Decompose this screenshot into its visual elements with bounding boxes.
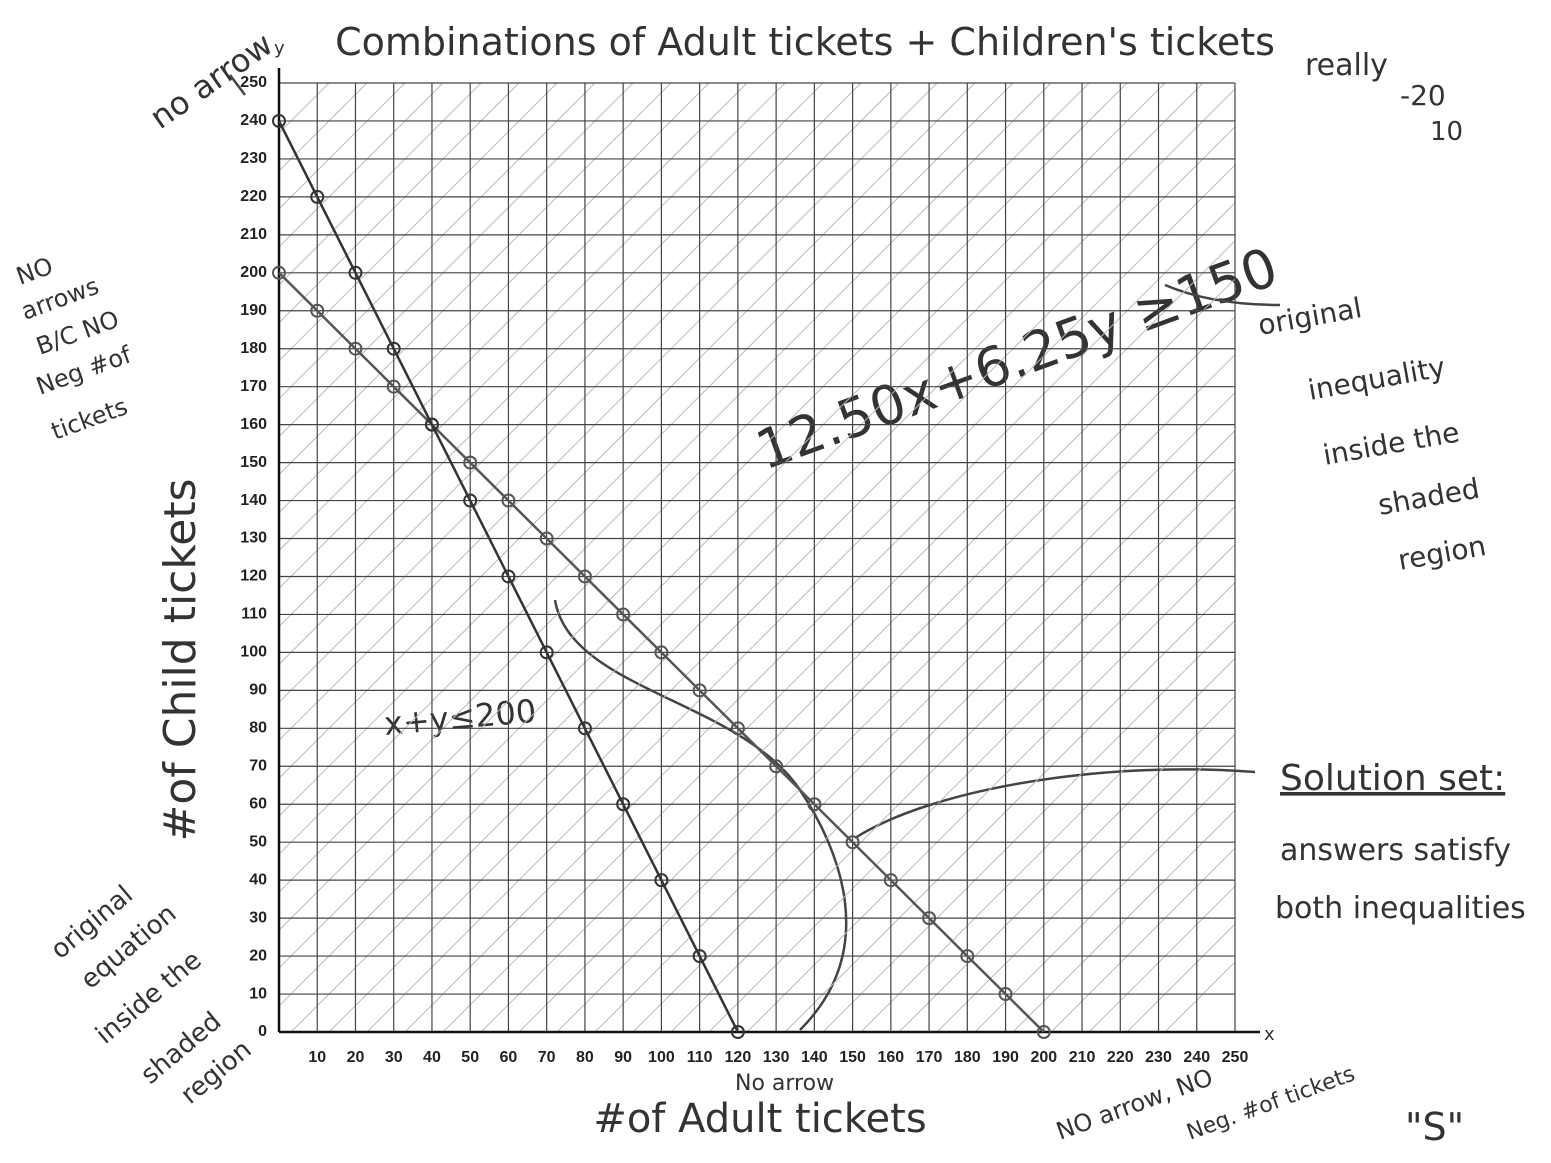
hatch xyxy=(253,83,1203,1032)
x-tick-label: 240 xyxy=(1183,1049,1210,1066)
hatch xyxy=(0,83,937,1032)
annotation: -20 xyxy=(1400,79,1446,112)
annotation: both inequalities xyxy=(1275,891,1526,926)
x-tick-label: 180 xyxy=(954,1049,981,1066)
x-tick-label: 130 xyxy=(763,1049,790,1066)
hatch xyxy=(139,83,1089,1032)
annotation: shaded xyxy=(1375,472,1481,522)
annotation: x+y≤200 xyxy=(382,692,537,743)
region-outline xyxy=(555,600,846,1030)
annotation: 12.50x+6.25y ≥150 xyxy=(748,235,1286,482)
x-tick-label: 170 xyxy=(916,1049,943,1066)
y-tick-label: 50 xyxy=(249,833,267,850)
y-tick-label: 150 xyxy=(240,454,267,471)
chart-title: Combinations of Adult tickets + Children… xyxy=(335,20,1275,64)
y-tick-label: 170 xyxy=(240,378,267,395)
y-axis-label: #of Child tickets xyxy=(155,478,206,841)
x-tick-label: 70 xyxy=(538,1049,556,1066)
y-tick-label: 90 xyxy=(249,682,267,699)
x-tick-label: 120 xyxy=(725,1049,752,1066)
y-tick-label: 250 xyxy=(240,74,267,91)
annotation: 10 xyxy=(1430,117,1463,147)
y-tick-label: 130 xyxy=(240,530,267,547)
x-axis-name: x xyxy=(1264,1024,1275,1045)
y-tick-label: 20 xyxy=(249,947,267,964)
x-tick-label: 30 xyxy=(385,1049,403,1066)
x-tick-label: 160 xyxy=(877,1049,904,1066)
x-tick-label: 210 xyxy=(1069,1049,1096,1066)
y-tick-label: 200 xyxy=(240,264,267,281)
annotation: really xyxy=(1305,48,1388,83)
hatch xyxy=(0,83,595,1032)
hatch xyxy=(1165,83,1551,1032)
y-tick-label: 190 xyxy=(240,302,267,319)
y-tick-label: 60 xyxy=(249,795,267,812)
x-tick-label: 140 xyxy=(801,1049,828,1066)
hatch xyxy=(405,83,1355,1032)
hatch xyxy=(0,83,709,1032)
x-tick-label: 60 xyxy=(500,1049,518,1066)
hatch xyxy=(0,83,861,1032)
y-tick-label: 100 xyxy=(240,644,267,661)
annotation: inequality xyxy=(1305,350,1447,407)
y-tick-label: 120 xyxy=(240,568,267,585)
hatch xyxy=(0,83,671,1032)
annotation: NO xyxy=(12,252,56,291)
hatch xyxy=(177,83,1127,1032)
hand-arrows xyxy=(230,75,1280,1030)
x-tick-label: 200 xyxy=(1030,1049,1057,1066)
y-tick-label: 110 xyxy=(241,606,267,623)
y-tick-label: 140 xyxy=(240,492,267,509)
hatch xyxy=(0,83,899,1032)
y-tick-label: 220 xyxy=(240,188,267,205)
x-tick-label: 100 xyxy=(648,1049,675,1066)
annotation: "S" xyxy=(1405,1105,1464,1149)
annotation: inside the xyxy=(1320,415,1461,471)
y-tick-label: 240 xyxy=(240,112,267,129)
x-tick-label: 10 xyxy=(308,1049,326,1066)
annotation: answers satisfy xyxy=(1280,833,1511,868)
y-tick-label: 80 xyxy=(249,720,267,737)
y-tick-label: 210 xyxy=(240,226,267,243)
y-tick-label: 70 xyxy=(249,757,267,774)
y-tick-label: 160 xyxy=(240,416,267,433)
x-tick-label: 50 xyxy=(461,1049,479,1066)
x-tick-label: 150 xyxy=(839,1049,866,1066)
chart: Combinations of Adult tickets + Children… xyxy=(0,0,1551,1163)
hatch xyxy=(291,83,1241,1032)
y-tick-label: 10 xyxy=(249,985,267,1002)
x-tick-label: 90 xyxy=(614,1049,632,1066)
x-axis-label: #of Adult tickets xyxy=(593,1096,926,1142)
y-tick-label: 40 xyxy=(249,871,267,888)
x-tick-label: 110 xyxy=(687,1049,713,1066)
hatch xyxy=(215,83,1165,1032)
annotation: region xyxy=(1395,529,1488,577)
annotation: Solution set: xyxy=(1280,758,1505,799)
annotation: No arrow xyxy=(735,1071,834,1096)
x-tick-label: 20 xyxy=(347,1049,365,1066)
y-tick-label: 0 xyxy=(258,1023,267,1040)
x-tick-label: 250 xyxy=(1222,1049,1249,1066)
hatch xyxy=(329,83,1279,1032)
x-tick-label: 190 xyxy=(992,1049,1019,1066)
x-tick-label: 220 xyxy=(1107,1049,1134,1066)
y-tick-label: 30 xyxy=(249,909,267,926)
y-tick-label: 230 xyxy=(240,150,267,167)
annotation: tickets xyxy=(47,392,131,445)
x-tick-label: 40 xyxy=(423,1049,441,1066)
plot xyxy=(0,83,1551,1032)
y-tick-label: 180 xyxy=(240,340,267,357)
x-tick-label: 230 xyxy=(1145,1049,1172,1066)
x-tick-label: 80 xyxy=(576,1049,594,1066)
